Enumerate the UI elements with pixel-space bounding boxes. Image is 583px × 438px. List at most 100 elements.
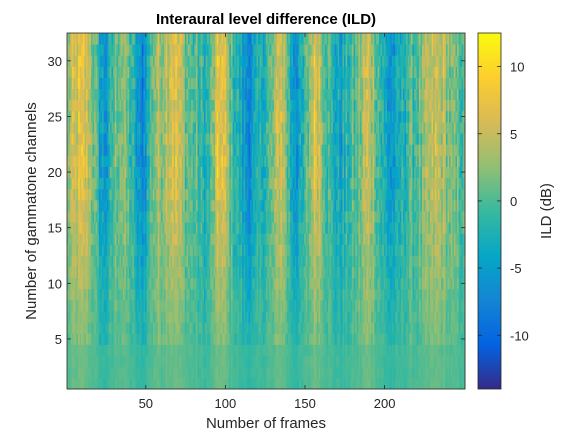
- heatmap-cell: [137, 266, 140, 279]
- heatmap-cell: [170, 255, 173, 268]
- heatmap-cell: [426, 366, 429, 379]
- heatmap-cell: [92, 166, 95, 179]
- heatmap-cell: [272, 266, 275, 279]
- heatmap-cell: [457, 366, 460, 379]
- heatmap-cell: [119, 366, 122, 379]
- heatmap-cell: [122, 255, 125, 268]
- heatmap-cell: [386, 244, 389, 256]
- heatmap-cell: [105, 355, 108, 368]
- heatmap-cell: [278, 199, 281, 212]
- heatmap-cell: [165, 277, 168, 290]
- heatmap-cell: [103, 199, 106, 212]
- heatmap-cell: [449, 233, 452, 245]
- heatmap-cell: [199, 344, 202, 357]
- heatmap-cell: [127, 177, 130, 190]
- heatmap-cell: [86, 244, 89, 256]
- heatmap-cell: [281, 255, 284, 268]
- heatmap-cell: [452, 322, 455, 334]
- heatmap-cell: [350, 311, 353, 323]
- heatmap-cell: [232, 277, 235, 290]
- heatmap-cell: [97, 199, 100, 212]
- heatmap-cell: [415, 222, 418, 234]
- heatmap-cell: [202, 255, 205, 268]
- heatmap-cell: [108, 166, 111, 179]
- heatmap-cell: [402, 311, 405, 323]
- heatmap-cell: [243, 211, 246, 223]
- heatmap-cell: [259, 333, 262, 345]
- heatmap-cell: [234, 333, 237, 345]
- heatmap-cell: [377, 288, 380, 301]
- heatmap-cell: [195, 222, 198, 234]
- heatmap-cell: [458, 255, 461, 268]
- heatmap-cell: [97, 266, 100, 279]
- heatmap-cell: [316, 244, 319, 256]
- heatmap-cell: [102, 322, 105, 334]
- heatmap-cell: [307, 211, 310, 223]
- heatmap-cell: [414, 266, 417, 279]
- heatmap-cell: [280, 344, 283, 357]
- heatmap-cell: [176, 377, 179, 390]
- heatmap-cell: [82, 377, 85, 390]
- heatmap-cell: [254, 377, 257, 390]
- heatmap-cell: [453, 244, 456, 256]
- heatmap-cell: [111, 344, 114, 357]
- heatmap-cell: [194, 266, 197, 279]
- heatmap-cell: [351, 277, 354, 290]
- heatmap-cell: [215, 244, 218, 256]
- heatmap-cell: [232, 333, 235, 345]
- heatmap-cell: [264, 322, 267, 334]
- heatmap-cell: [243, 222, 246, 234]
- heatmap-cell: [302, 322, 305, 334]
- heatmap-cell: [447, 277, 450, 290]
- heatmap-cell: [145, 233, 147, 245]
- heatmap-cell: [377, 377, 380, 390]
- heatmap-cell: [219, 288, 222, 301]
- heatmap-cell: [316, 322, 319, 334]
- heatmap-cell: [71, 300, 74, 312]
- heatmap-cell: [146, 211, 149, 223]
- heatmap-cell: [210, 166, 213, 179]
- heatmap-cell: [106, 333, 109, 345]
- heatmap-cell: [447, 377, 450, 390]
- heatmap-cell: [350, 366, 353, 379]
- heatmap-cell: [437, 255, 440, 268]
- heatmap-cell: [301, 188, 304, 201]
- heatmap-cell: [407, 166, 410, 179]
- heatmap-cell: [377, 355, 380, 368]
- heatmap-cell: [238, 199, 241, 212]
- heatmap-cell: [337, 277, 340, 290]
- heatmap-cell: [129, 211, 132, 223]
- heatmap-cell: [308, 199, 311, 212]
- heatmap-cell: [409, 244, 412, 256]
- heatmap-cell: [347, 244, 350, 256]
- heatmap-cell: [180, 199, 183, 212]
- heatmap-cell: [175, 166, 178, 179]
- heatmap-cell: [304, 277, 307, 290]
- heatmap-cell: [458, 199, 461, 212]
- heatmap-cell: [305, 188, 308, 201]
- heatmap-cell: [189, 244, 192, 256]
- heatmap-cell: [108, 355, 111, 368]
- heatmap-cell: [229, 322, 232, 334]
- heatmap-cell: [358, 366, 361, 379]
- heatmap-cell: [305, 344, 308, 357]
- heatmap-cell: [353, 266, 356, 279]
- heatmap-cell: [129, 244, 132, 256]
- heatmap-cell: [385, 199, 388, 212]
- heatmap-cell: [168, 199, 171, 212]
- heatmap-cell: [165, 333, 168, 345]
- heatmap-cell: [173, 377, 176, 390]
- heatmap-cell: [444, 277, 447, 290]
- heatmap-cell: [73, 255, 76, 268]
- heatmap-cell: [425, 188, 428, 201]
- heatmap-cell: [160, 322, 163, 334]
- heatmap-cell: [262, 288, 265, 301]
- heatmap-cell: [127, 322, 130, 334]
- heatmap-cell: [180, 333, 183, 345]
- heatmap-cell: [254, 311, 257, 323]
- heatmap-cell: [137, 277, 140, 290]
- heatmap-cell: [70, 344, 73, 357]
- heatmap-cell: [264, 255, 267, 268]
- heatmap-cell: [124, 300, 127, 312]
- heatmap-cell: [226, 355, 229, 368]
